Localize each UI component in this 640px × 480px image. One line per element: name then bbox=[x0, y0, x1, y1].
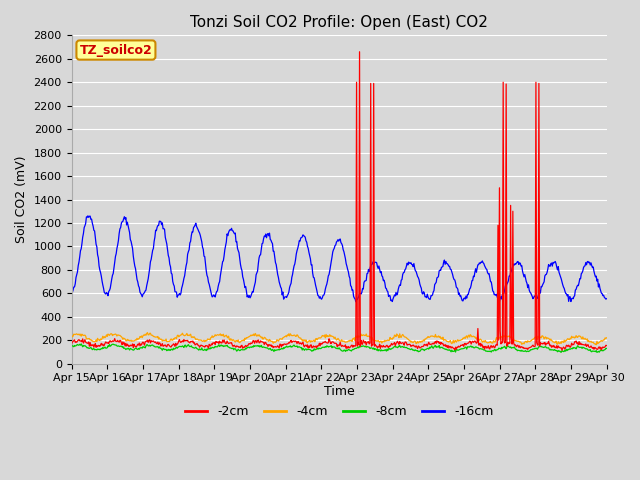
Legend: -2cm, -4cm, -8cm, -16cm: -2cm, -4cm, -8cm, -16cm bbox=[180, 400, 499, 423]
Y-axis label: Soil CO2 (mV): Soil CO2 (mV) bbox=[15, 156, 28, 243]
Title: Tonzi Soil CO2 Profile: Open (East) CO2: Tonzi Soil CO2 Profile: Open (East) CO2 bbox=[190, 15, 488, 30]
X-axis label: Time: Time bbox=[324, 385, 355, 398]
Text: TZ_soilco2: TZ_soilco2 bbox=[79, 44, 152, 57]
